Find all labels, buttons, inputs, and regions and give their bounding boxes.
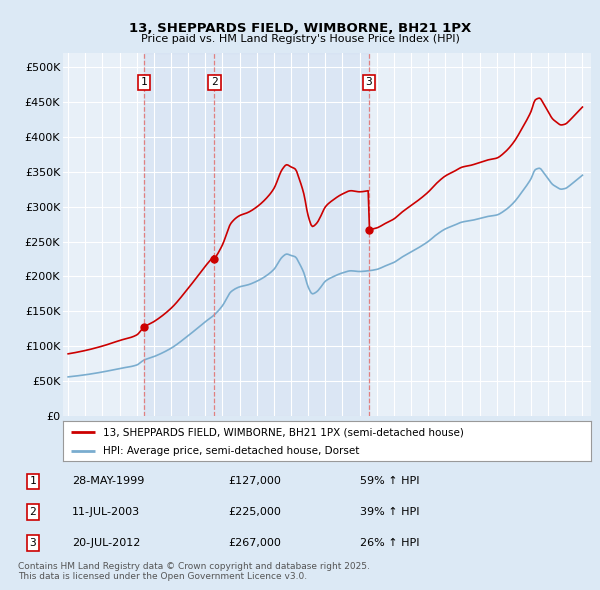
Text: 1: 1: [29, 477, 37, 486]
Text: Contains HM Land Registry data © Crown copyright and database right 2025.: Contains HM Land Registry data © Crown c…: [18, 562, 370, 571]
Text: £225,000: £225,000: [228, 507, 281, 517]
Text: 2: 2: [29, 507, 37, 517]
Text: £127,000: £127,000: [228, 477, 281, 486]
Text: 2: 2: [211, 77, 218, 87]
Text: Price paid vs. HM Land Registry's House Price Index (HPI): Price paid vs. HM Land Registry's House …: [140, 34, 460, 44]
Text: 3: 3: [29, 538, 37, 548]
Text: 39% ↑ HPI: 39% ↑ HPI: [360, 507, 419, 517]
Bar: [144, 53, 368, 416]
Text: 3: 3: [365, 77, 372, 87]
Text: 20-JUL-2012: 20-JUL-2012: [72, 538, 140, 548]
Text: 13, SHEPPARDS FIELD, WIMBORNE, BH21 1PX (semi-detached house): 13, SHEPPARDS FIELD, WIMBORNE, BH21 1PX …: [103, 427, 463, 437]
Text: £267,000: £267,000: [228, 538, 281, 548]
Text: 13, SHEPPARDS FIELD, WIMBORNE, BH21 1PX: 13, SHEPPARDS FIELD, WIMBORNE, BH21 1PX: [129, 22, 471, 35]
Text: HPI: Average price, semi-detached house, Dorset: HPI: Average price, semi-detached house,…: [103, 445, 359, 455]
Text: 11-JUL-2003: 11-JUL-2003: [72, 507, 140, 517]
Text: 59% ↑ HPI: 59% ↑ HPI: [360, 477, 419, 486]
Text: 1: 1: [140, 77, 147, 87]
Text: 28-MAY-1999: 28-MAY-1999: [72, 477, 145, 486]
Text: 26% ↑ HPI: 26% ↑ HPI: [360, 538, 419, 548]
Text: This data is licensed under the Open Government Licence v3.0.: This data is licensed under the Open Gov…: [18, 572, 307, 581]
